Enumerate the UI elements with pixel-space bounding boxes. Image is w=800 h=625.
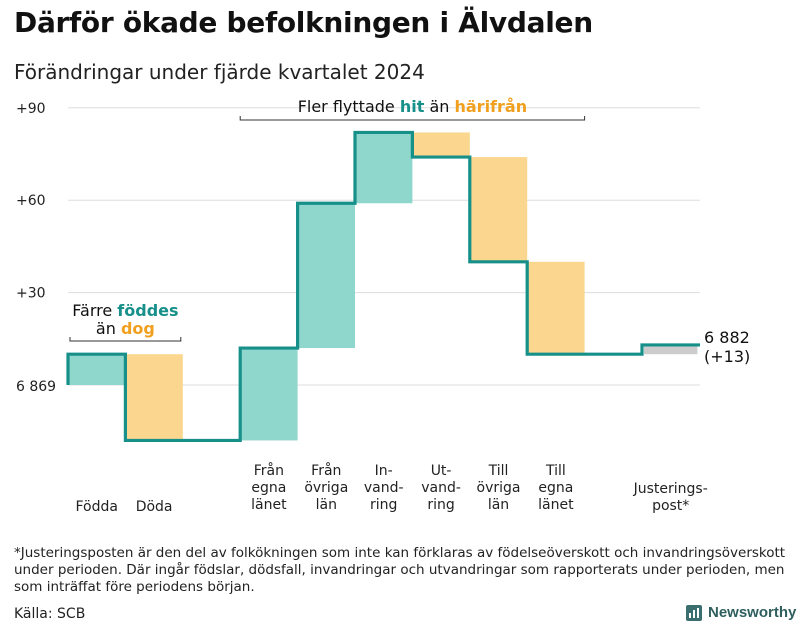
annotation-births-line2: än dog (96, 319, 155, 338)
category-label: Justerings-post* (633, 481, 708, 514)
cumulative-line (66, 130, 700, 443)
category-label: In-vand-ring (364, 463, 404, 513)
footnote: *Justeringsposten är den del av folkökni… (14, 545, 786, 595)
y-tick-label: +60 (16, 193, 46, 209)
bar (644, 344, 698, 355)
end-change-label: (+13) (704, 347, 750, 366)
brand-name: Newsworthy (708, 604, 797, 621)
chart-title: Därför ökade befolkningen i Älvdalen (14, 6, 593, 39)
y-tick-label: +90 (16, 101, 46, 117)
bar (355, 132, 413, 204)
annotation-births-bracket (69, 337, 182, 342)
y-tick-label: +30 (16, 286, 46, 302)
annotation-migration-bracket (239, 116, 586, 121)
newsworthy-logo-icon (686, 604, 702, 621)
chart-subtitle: Förändringar under fjärde kvartalet 2024 (14, 60, 425, 84)
bar (240, 348, 298, 441)
brand-logo: Newsworthy (686, 604, 796, 621)
waterfall-chart: +30 +60 +90 6 869 Födda Döda Från egna länet Från… (16, 97, 750, 515)
annotation-migration-text: Fler flyttade hit än härifrån (298, 97, 527, 116)
category-label: Från egna länet (251, 462, 287, 513)
bar (68, 354, 126, 385)
bar (412, 132, 470, 158)
bar (297, 203, 355, 349)
source-note: Källa: SCB (14, 606, 86, 622)
start-value-label: 6 869 (16, 379, 56, 395)
end-value-label: 6 882 (704, 328, 750, 347)
bar (469, 157, 528, 262)
category-label: Ut-vand-ring (421, 463, 461, 513)
category-label: Till egna länet (538, 463, 574, 513)
bar (527, 261, 585, 355)
category-label: Födda (75, 499, 117, 515)
bar (125, 354, 183, 441)
category-label: Från övriga län (304, 462, 348, 513)
category-label: Till övriga län (477, 463, 521, 513)
category-label: Döda (136, 499, 173, 515)
annotation-births-line1: Färre föddes (72, 301, 178, 320)
